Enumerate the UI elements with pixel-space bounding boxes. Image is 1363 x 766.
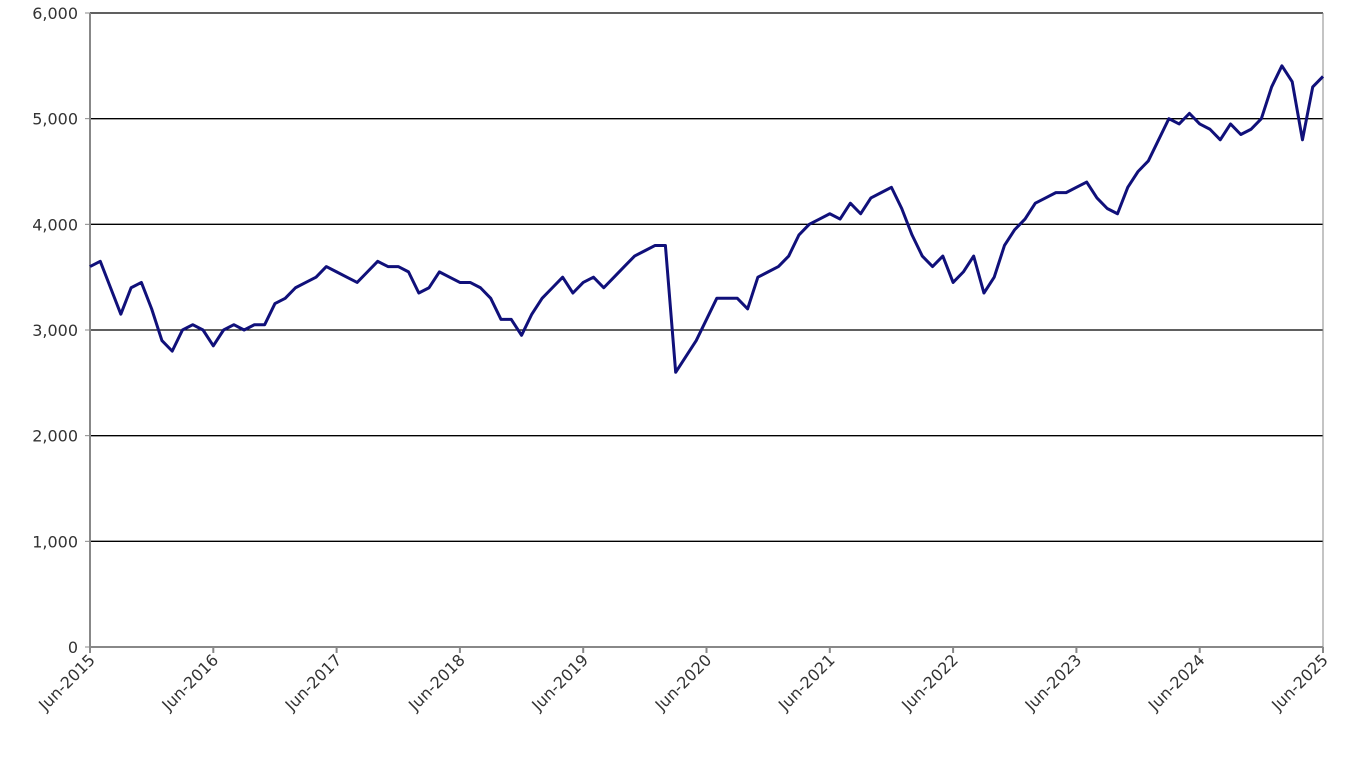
x-tick-label: Jun-2018 bbox=[404, 650, 469, 715]
y-tick-label: 6,000 bbox=[32, 4, 78, 23]
y-tick-label: 3,000 bbox=[32, 321, 78, 340]
x-tick-label: Jun-2016 bbox=[157, 650, 222, 715]
x-tick-label: Jun-2020 bbox=[651, 650, 716, 715]
series-line bbox=[89, 64, 1325, 374]
x-tick-label: Jun-2022 bbox=[897, 650, 962, 715]
y-tick-label: 4,000 bbox=[32, 215, 78, 234]
x-tick-label: Jun-2025 bbox=[1267, 650, 1332, 715]
x-tick-label: Jun-2019 bbox=[527, 650, 592, 715]
x-tick-label: Jun-2015 bbox=[34, 650, 99, 715]
x-tick-label: Jun-2021 bbox=[774, 650, 839, 715]
y-tick-label: 2,000 bbox=[32, 427, 78, 446]
y-tick-label: 5,000 bbox=[32, 110, 78, 129]
x-tick-label: Jun-2023 bbox=[1021, 650, 1086, 715]
y-tick-label: 0 bbox=[68, 638, 78, 657]
x-tick-label: Jun-2017 bbox=[281, 650, 346, 715]
y-tick-label: 1,000 bbox=[32, 532, 78, 551]
x-tick-label: Jun-2024 bbox=[1144, 650, 1209, 715]
